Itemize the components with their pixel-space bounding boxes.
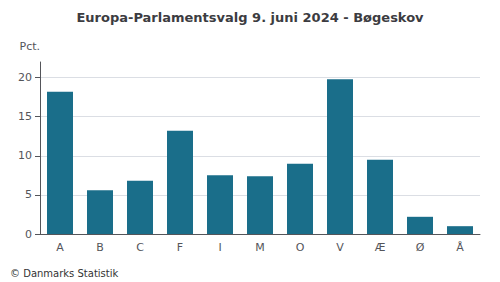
svg-text:F: F xyxy=(177,241,183,254)
svg-text:© Danmarks Statistik: © Danmarks Statistik xyxy=(10,268,119,279)
svg-text:M: M xyxy=(255,241,265,254)
svg-text:Europa-Parlamentsvalg 9. juni: Europa-Parlamentsvalg 9. juni 2024 - Bøg… xyxy=(76,10,424,25)
svg-text:Å: Å xyxy=(456,241,464,254)
svg-text:Pct.: Pct. xyxy=(20,40,41,53)
svg-text:Ø: Ø xyxy=(416,241,425,254)
svg-text:20: 20 xyxy=(18,71,32,84)
svg-text:10: 10 xyxy=(18,149,32,162)
svg-text:B: B xyxy=(96,241,104,254)
svg-text:0: 0 xyxy=(25,228,32,241)
svg-text:Æ: Æ xyxy=(375,241,386,254)
svg-text:15: 15 xyxy=(18,110,32,123)
svg-text:A: A xyxy=(56,241,64,254)
svg-text:C: C xyxy=(136,241,144,254)
svg-text:I: I xyxy=(218,241,221,254)
svg-text:V: V xyxy=(336,241,344,254)
svg-text:5: 5 xyxy=(25,188,32,201)
svg-text:O: O xyxy=(296,241,305,254)
